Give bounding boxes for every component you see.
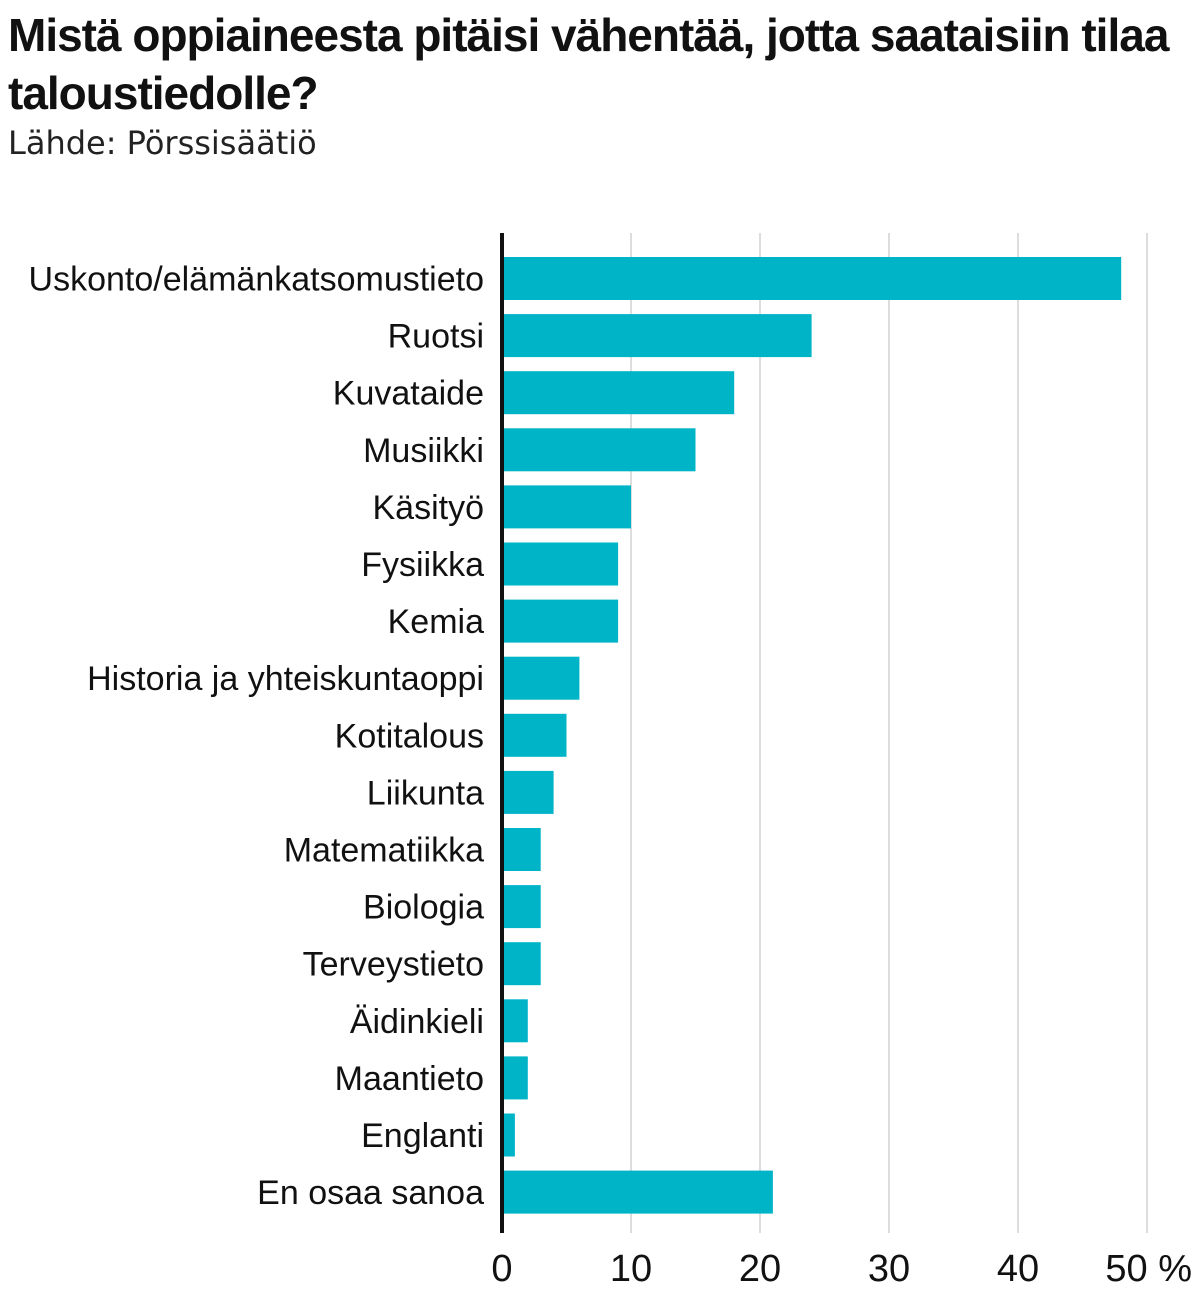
category-label: Kuvataide (333, 375, 484, 413)
category-label: Ruotsi (388, 318, 484, 356)
category-label: Biologia (363, 889, 484, 927)
category-label: Liikunta (367, 774, 484, 812)
category-label: Englanti (361, 1117, 484, 1155)
x-tick-label: 10 (610, 1248, 652, 1290)
category-label: Kotitalous (335, 717, 484, 755)
x-tick-label: 0 (491, 1248, 512, 1290)
grid-lines (630, 233, 1148, 1233)
category-label: Kemia (388, 603, 484, 641)
bar-10 (502, 828, 541, 871)
bar-15 (502, 1113, 515, 1157)
category-label: En osaa sanoa (257, 1174, 484, 1212)
x-tick-label: 30 (868, 1248, 910, 1290)
category-label: Matematiikka (284, 832, 484, 870)
category-label: Historia ja yhteiskuntaoppi (87, 660, 484, 698)
x-tick-label: 50 % (1105, 1248, 1192, 1290)
x-tick-labels: 0 10 20 30 40 50 % (491, 1248, 1192, 1290)
bar-8 (502, 713, 567, 757)
bar-0 (502, 257, 1122, 300)
bars (502, 257, 1122, 1214)
bar-16 (502, 1170, 773, 1214)
bar-2 (502, 371, 735, 415)
chart-title: Mistä oppiaineesta pitäisi vähentää, jot… (8, 9, 1169, 119)
bar-11 (502, 885, 541, 929)
category-label: Uskonto/elämänkatsomustieto (29, 261, 484, 299)
category-label: Äidinkieli (350, 1003, 484, 1041)
x-tick-label: 20 (739, 1248, 781, 1290)
bar-14 (502, 1056, 528, 1100)
category-label: Musiikki (363, 432, 484, 470)
bar-3 (502, 428, 696, 472)
bar-6 (502, 599, 619, 643)
bar-9 (502, 770, 554, 814)
category-label: Maantieto (335, 1060, 484, 1098)
bar-13 (502, 999, 528, 1043)
bar-4 (502, 485, 631, 529)
category-label: Terveystieto (303, 946, 484, 984)
category-label: Fysiikka (361, 546, 484, 584)
bar-12 (502, 942, 541, 986)
category-label: Käsityö (373, 489, 485, 527)
bar-1 (502, 314, 812, 358)
chart-source: Lähde: Pörssisäätiö (8, 124, 317, 162)
category-labels: Uskonto/elämänkatsomustieto Ruotsi Kuvatai… (29, 261, 485, 1213)
bar-7 (502, 656, 580, 700)
x-tick-label: 40 (997, 1248, 1039, 1290)
bar-5 (502, 542, 619, 586)
